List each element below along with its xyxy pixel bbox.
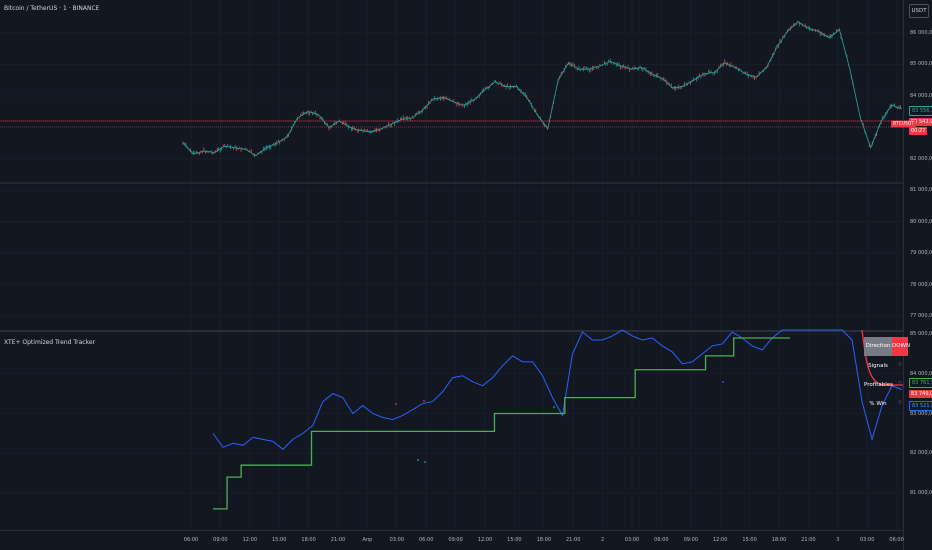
stats-row-profitables: Profitables 0 <box>864 375 908 394</box>
signal-dot <box>395 403 397 405</box>
win-value: 0 <box>898 400 902 406</box>
time-label: 21:00 <box>801 537 816 543</box>
time-label: 15:00 <box>742 537 757 543</box>
trend-tracker-down-segment <box>861 329 903 386</box>
time-label: 15:00 <box>507 537 522 543</box>
time-label: 09:00 <box>448 537 463 543</box>
stats-table: Direction DOWN Signals 0 Profitables 0 %… <box>864 337 910 413</box>
win-label: % Win <box>869 400 887 407</box>
last-price-tag: 83 556,34 <box>909 106 932 116</box>
price-label: 84 000,00 <box>910 92 932 99</box>
time-label: 2 <box>601 537 605 543</box>
indicator-price-label: 82 000,00 <box>910 450 932 457</box>
direction-value: DOWN <box>892 337 910 356</box>
time-label: 21:00 <box>330 537 346 543</box>
price-label: 86 000,00 <box>910 30 932 36</box>
signal-dot <box>423 400 425 402</box>
trend-tracker-line <box>213 337 790 510</box>
stats-row-direction: Direction DOWN <box>864 337 910 356</box>
indicator-value-tag-3: 83 521,00 <box>909 401 932 411</box>
indicator-price-label: 84 000,00 <box>910 370 932 377</box>
indicator-value-tag-1: 83 761,92 <box>909 378 932 388</box>
stats-row-signals: Signals 0 <box>864 356 908 375</box>
price-scale[interactable] <box>903 0 932 550</box>
price-label: 77 000,00 <box>910 313 932 319</box>
time-label: 18:00 <box>771 537 787 543</box>
time-label: 09:00 <box>213 537 228 543</box>
time-label: 15:00 <box>271 537 287 543</box>
time-label: 21:00 <box>565 537 581 543</box>
indicator-price-label: 85 000,00 <box>910 331 932 337</box>
indicator-price-line <box>212 329 903 450</box>
time-label: 09:00 <box>683 537 699 543</box>
time-label: 12:00 <box>712 537 728 543</box>
time-label: 03:00 <box>624 537 640 543</box>
time-label: 12:00 <box>242 537 258 543</box>
indicator-price-label: 83 000,00 <box>910 410 932 417</box>
price-label: 85 000,00 <box>910 61 932 68</box>
signal-dot <box>553 406 555 408</box>
time-label: 06:00 <box>183 537 199 543</box>
profitables-label: Profitables <box>864 381 893 388</box>
stats-row-win: % Win 0 <box>864 394 908 413</box>
chart-grid <box>0 0 903 530</box>
time-label: 06:00 <box>889 537 904 543</box>
signals-label: Signals <box>868 362 888 369</box>
time-label: 18:00 <box>536 537 552 543</box>
indicator-title[interactable]: XTE+ Optimized Trend Tracker <box>4 339 95 346</box>
price-label: 78 000,00 <box>910 281 932 288</box>
price-label: 81 000,00 <box>910 187 932 194</box>
time-label: 18:00 <box>301 537 316 543</box>
time-label: 06:00 <box>654 537 669 543</box>
signal-dot <box>722 381 724 383</box>
signal-dot <box>417 459 419 461</box>
candlestick-series <box>182 20 901 158</box>
time-label: 03:00 <box>859 537 875 543</box>
price-label: 80 000,00 <box>910 218 932 225</box>
symbol-title[interactable]: Bitcoin / TetherUS · 1 · BINANCE <box>4 5 100 12</box>
currency-button[interactable]: USDT <box>909 4 929 18</box>
current-price-tag: 83 543,97 <box>909 118 932 126</box>
price-line <box>182 21 903 157</box>
countdown-tag: 00:27 <box>909 127 928 135</box>
profitables-value: 0 <box>898 381 902 387</box>
time-label: 06:00 <box>418 537 434 543</box>
signals-value: 0 <box>898 362 902 368</box>
time-label: Апр <box>362 537 373 543</box>
indicator-value-tag-2: 83 740,00 <box>909 390 932 398</box>
time-label: 3 <box>836 537 840 543</box>
symbol-tag: BTCUSDT <box>891 120 917 128</box>
price-label: 82 000,00 <box>910 155 932 162</box>
direction-label: Direction <box>864 337 892 356</box>
time-label: 03:00 <box>389 537 405 543</box>
time-axis[interactable] <box>0 530 903 550</box>
price-label: 79 000,00 <box>910 250 932 257</box>
signal-dot <box>424 461 426 463</box>
time-label: 12:00 <box>477 537 493 543</box>
indicator-price-label: 81 000,00 <box>910 490 932 496</box>
